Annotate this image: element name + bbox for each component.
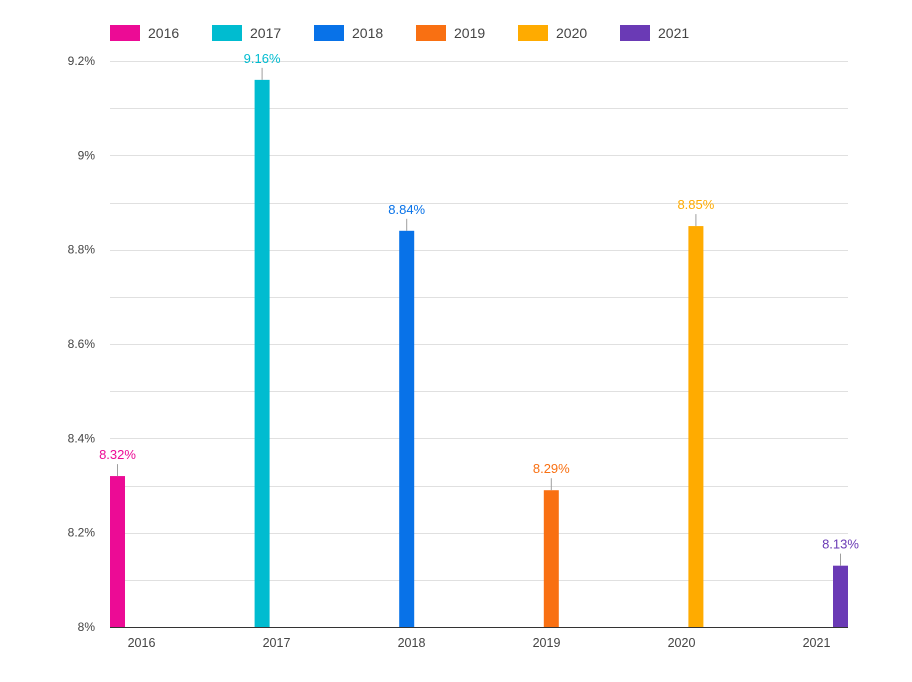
y-tick-label: 8% [78,620,96,634]
bar-2019 [543,490,559,627]
legend-swatch-2021 [620,25,650,41]
legend-label-2021: 2021 [658,25,689,41]
x-tick-label: 2016 [128,636,156,650]
bar-2017 [254,79,270,627]
x-tick-label: 2020 [668,636,696,650]
legend-swatch-2017 [212,25,242,41]
legend: 2016 2017 2018 2019 2020 2021 [110,25,689,41]
data-label-2020: 8.85% [677,197,714,212]
bar-2016 [110,476,125,627]
legend-swatch-2018 [314,25,344,41]
x-tick-label: 2017 [263,636,291,650]
legend-swatch-2020 [518,25,548,41]
y-tick-label: 8.2% [68,526,96,540]
y-tick-label: 9% [78,148,96,162]
y-tick-label: 9.2% [68,54,96,68]
legend-label-2019: 2019 [454,25,485,41]
bar-2018 [399,230,415,628]
data-label-2021: 8.13% [822,537,859,552]
data-label-2016: 8.32% [99,447,136,462]
legend-swatch-2016 [110,25,140,41]
y-tick-label: 8.8% [68,243,96,257]
y-tick-label: 8.4% [68,431,96,445]
data-labels: 8.32% 9.16% 8.84% 8.29% 8.85% 8.13% [99,51,859,566]
y-axis: 8% 8.2% 8.4% 8.6% 8.8% 9% 9.2% [68,54,96,634]
legend-label-2016: 2016 [148,25,179,41]
data-label-2017: 9.16% [244,51,281,66]
bars [110,79,848,628]
x-tick-label: 2018 [398,636,426,650]
legend-label-2020: 2020 [556,25,587,41]
grid-lines [110,61,848,581]
legend-label-2017: 2017 [250,25,281,41]
y-tick-label: 8.6% [68,337,96,351]
legend-label-2018: 2018 [352,25,383,41]
legend-swatch-2019 [416,25,446,41]
bar-2021 [833,565,848,627]
x-tick-label: 2021 [803,636,831,650]
x-tick-label: 2019 [533,636,561,650]
bar-2020 [688,226,704,628]
data-label-2018: 8.84% [388,202,425,217]
x-axis: 2016 2017 2018 2019 2020 2021 [110,627,848,650]
data-label-2019: 8.29% [533,461,570,476]
